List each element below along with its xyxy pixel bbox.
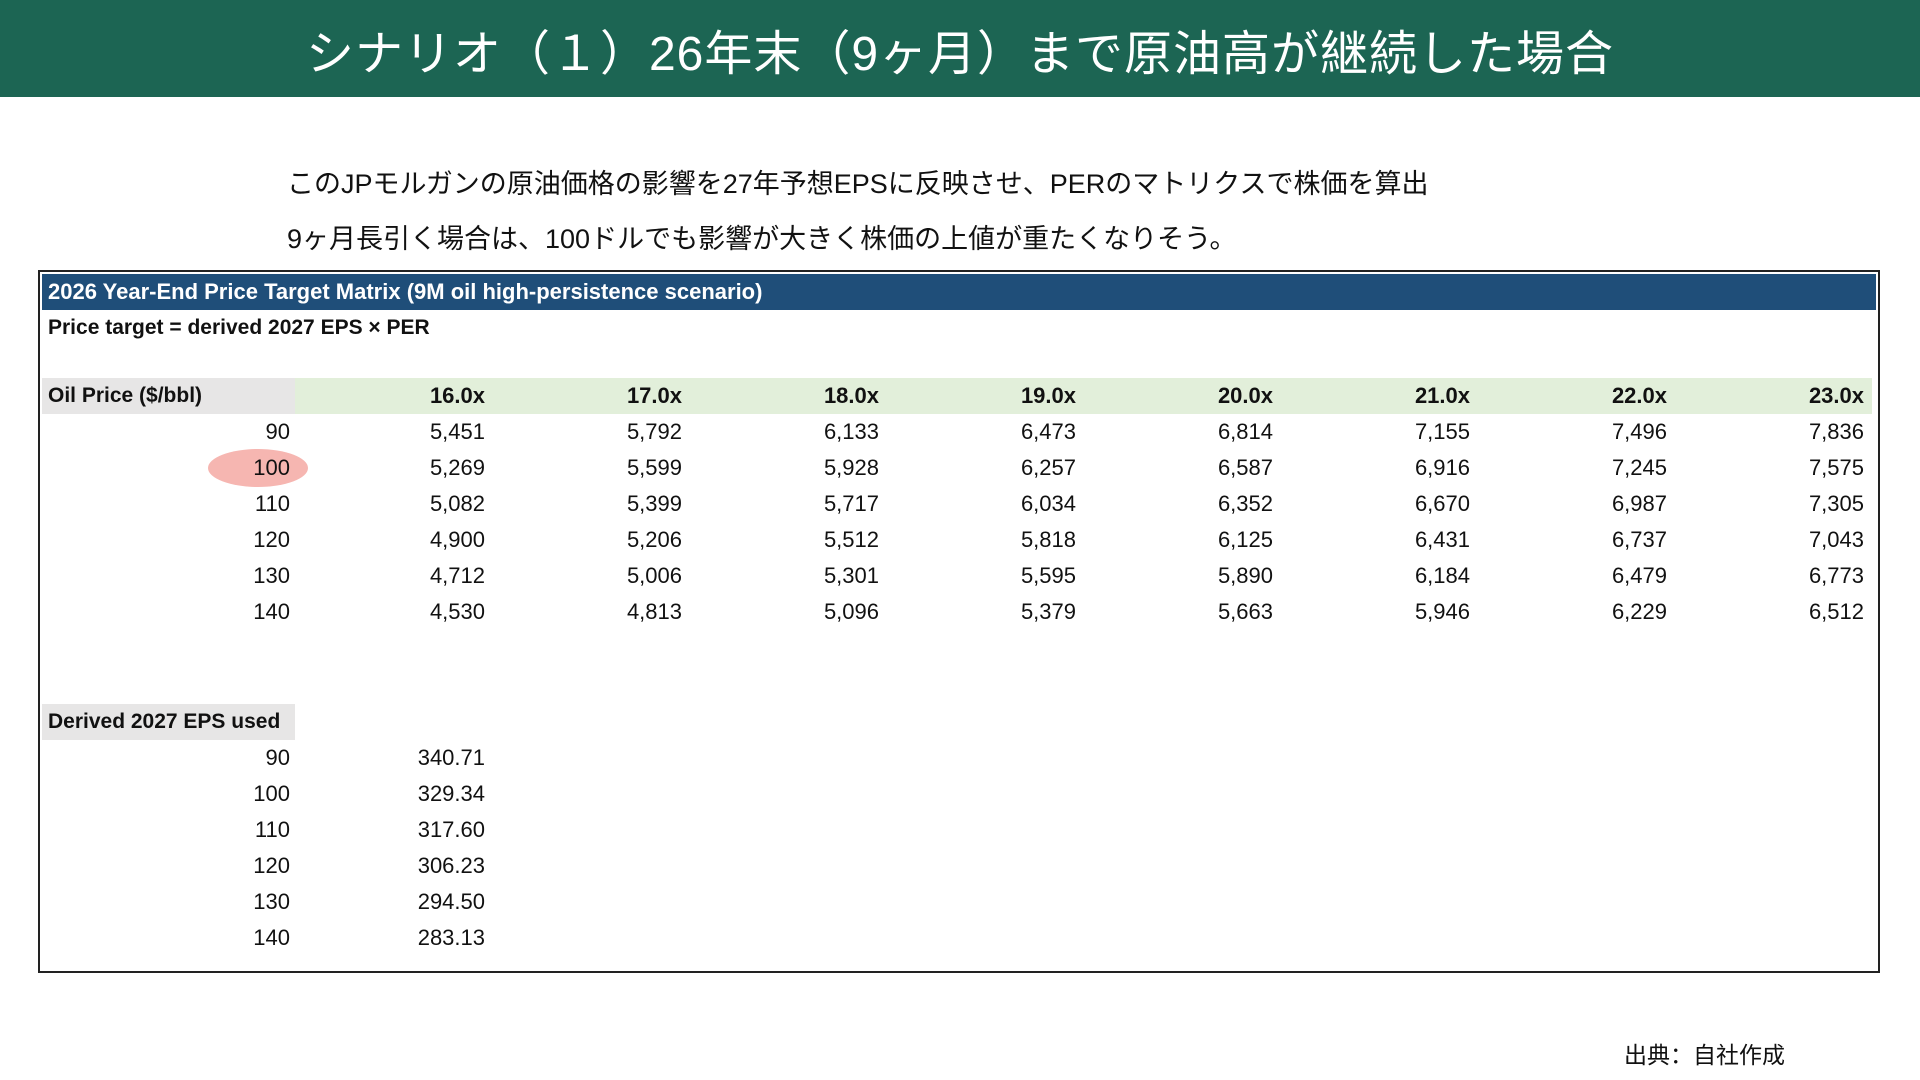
highlight-circle	[208, 449, 308, 487]
price-target-cell: 7,496	[1611, 419, 1667, 444]
price-target-cell: 5,792	[626, 419, 682, 444]
price-target-cell: 6,257	[1020, 455, 1076, 480]
price-target-cell: 4,530	[429, 599, 485, 624]
price-target-cell: 5,512	[823, 527, 879, 552]
eps-value: 329.34	[417, 781, 485, 806]
price-target-cell: 5,663	[1217, 599, 1273, 624]
price-target-cell: 6,125	[1217, 527, 1273, 552]
price-target-matrix: 2026 Year-End Price Target Matrix (9M oi…	[38, 270, 1880, 973]
eps-oil-price-label: 100	[253, 781, 290, 806]
price-target-cell: 5,890	[1217, 563, 1273, 588]
price-target-cell: 6,512	[1808, 599, 1864, 624]
eps-oil-price-label: 120	[253, 853, 290, 878]
price-target-cell: 5,399	[626, 491, 682, 516]
source-note: 出典：自社作成	[1624, 1042, 1785, 1068]
eps-value: 283.13	[417, 925, 485, 950]
price-target-cell: 5,096	[823, 599, 879, 624]
price-target-cell: 5,818	[1020, 527, 1076, 552]
column-header: 19.0x	[1020, 383, 1076, 408]
column-header: 18.0x	[823, 383, 879, 408]
price-target-cell: 6,587	[1217, 455, 1273, 480]
price-target-cell: 5,301	[823, 563, 879, 588]
eps-oil-price-label: 110	[254, 817, 290, 842]
price-target-cell: 6,670	[1414, 491, 1470, 516]
price-target-cell: 5,269	[429, 455, 485, 480]
eps-value: 294.50	[417, 889, 485, 914]
price-target-cell: 4,712	[429, 563, 485, 588]
oil-price-label: 120	[253, 527, 290, 552]
column-header: 22.0x	[1611, 383, 1667, 408]
price-target-cell: 5,006	[626, 563, 682, 588]
oil-price-label: 140	[253, 599, 290, 624]
price-target-cell: 5,451	[429, 419, 485, 444]
column-header: 23.0x	[1808, 383, 1864, 408]
price-target-cell: 6,916	[1414, 455, 1470, 480]
price-target-cell: 5,599	[626, 455, 682, 480]
price-target-cell: 6,034	[1020, 491, 1076, 516]
price-target-cell: 5,379	[1020, 599, 1076, 624]
price-target-cell: 6,184	[1414, 563, 1470, 588]
price-target-cell: 5,082	[429, 491, 485, 516]
price-target-cell: 6,352	[1217, 491, 1273, 516]
table-formula: Price target = derived 2027 EPS × PER	[48, 316, 430, 339]
price-target-cell: 5,928	[823, 455, 879, 480]
eps-value: 317.60	[417, 817, 485, 842]
eps-oil-price-label: 140	[253, 925, 290, 950]
eps-header-bg	[42, 704, 295, 740]
price-target-cell: 7,043	[1808, 527, 1864, 552]
eps-oil-price-label: 130	[253, 889, 290, 914]
eps-value: 306.23	[417, 853, 485, 878]
price-target-cell: 6,431	[1414, 527, 1470, 552]
price-target-cell: 6,473	[1020, 419, 1076, 444]
price-target-cell: 7,575	[1808, 455, 1864, 480]
eps-header: Derived 2027 EPS used	[48, 710, 281, 733]
row-header: Oil Price ($/bbl)	[48, 384, 203, 407]
oil-price-label: 100	[253, 455, 290, 480]
oil-price-label: 130	[253, 563, 290, 588]
price-target-cell: 6,773	[1808, 563, 1864, 588]
price-target-cell: 6,814	[1217, 419, 1273, 444]
price-target-cell: 7,155	[1414, 419, 1470, 444]
price-target-cell: 5,717	[823, 491, 879, 516]
price-target-cell: 5,595	[1020, 563, 1076, 588]
column-header: 21.0x	[1414, 383, 1470, 408]
price-target-cell: 7,305	[1808, 491, 1864, 516]
column-header: 17.0x	[626, 383, 682, 408]
description-line-1: このJPモルガンの原油価格の影響を27年予想EPSに反映させ、PERのマトリクス…	[287, 169, 1429, 199]
price-target-cell: 6,133	[823, 419, 879, 444]
table-title: 2026 Year-End Price Target Matrix (9M oi…	[42, 274, 1876, 310]
oil-price-label: 110	[254, 491, 290, 516]
eps-oil-price-label: 90	[265, 745, 290, 770]
price-target-cell: 4,900	[429, 527, 485, 552]
price-target-cell: 5,946	[1414, 599, 1470, 624]
eps-value: 340.71	[417, 745, 485, 770]
column-header: 20.0x	[1217, 383, 1273, 408]
price-target-cell: 6,737	[1611, 527, 1667, 552]
price-target-cell: 6,479	[1611, 563, 1667, 588]
row-header-bg	[42, 378, 295, 414]
price-target-cell: 4,813	[626, 599, 682, 624]
price-target-cell: 6,229	[1611, 599, 1667, 624]
page-title-banner: シナリオ（１）26年末（9ヶ月）まで原油高が継続した場合	[0, 0, 1920, 97]
column-header: 16.0x	[429, 383, 485, 408]
description-line-2: 9ヶ月長引く場合は、100ドルでも影響が大きく株価の上値が重たくなりそう。	[287, 224, 1237, 254]
price-target-cell: 6,987	[1611, 491, 1667, 516]
price-target-cell: 5,206	[626, 527, 682, 552]
header-row-bg	[295, 378, 1872, 414]
page-title: シナリオ（１）26年末（9ヶ月）まで原油高が継続した場合	[305, 27, 1615, 81]
oil-price-label: 90	[265, 419, 290, 444]
price-target-cell: 7,836	[1808, 419, 1864, 444]
price-target-cell: 7,245	[1611, 455, 1667, 480]
